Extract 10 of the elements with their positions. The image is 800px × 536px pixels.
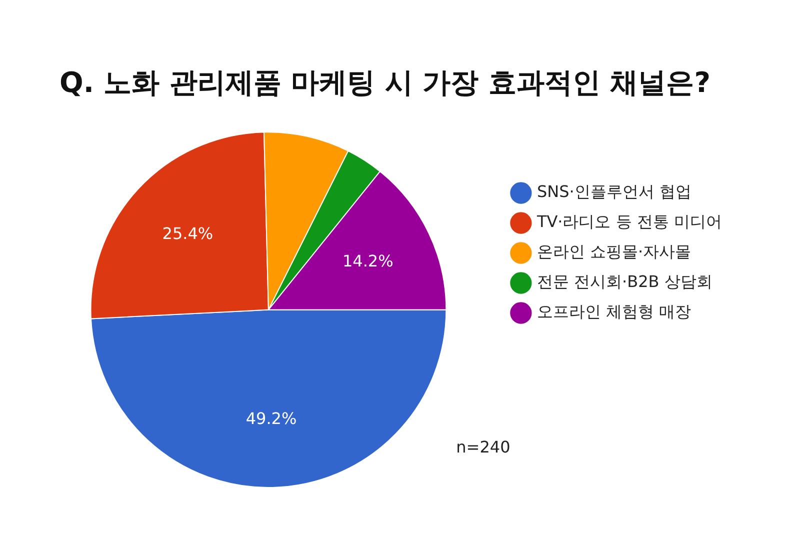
- data-label: 49.2%: [246, 409, 297, 428]
- legend-label: SNS·인플루언서 협업: [536, 182, 692, 202]
- chart-title: Q. 노화 관리제품 마케팅 시 가장 효과적인 채널은?: [60, 66, 710, 100]
- legend-label: TV·라디오 등 전통 미디어: [536, 212, 722, 232]
- legend-label: 전문 전시회·B2B 상담회: [536, 272, 712, 292]
- text: n=240: [456, 438, 510, 457]
- data-label: 25.4%: [162, 224, 214, 244]
- legend-label: 오프라인 체험형 매장: [536, 302, 692, 322]
- legend-label: 온라인 쇼핑몰·자사몰: [536, 242, 692, 262]
- data-label: 14.2%: [342, 251, 394, 270]
